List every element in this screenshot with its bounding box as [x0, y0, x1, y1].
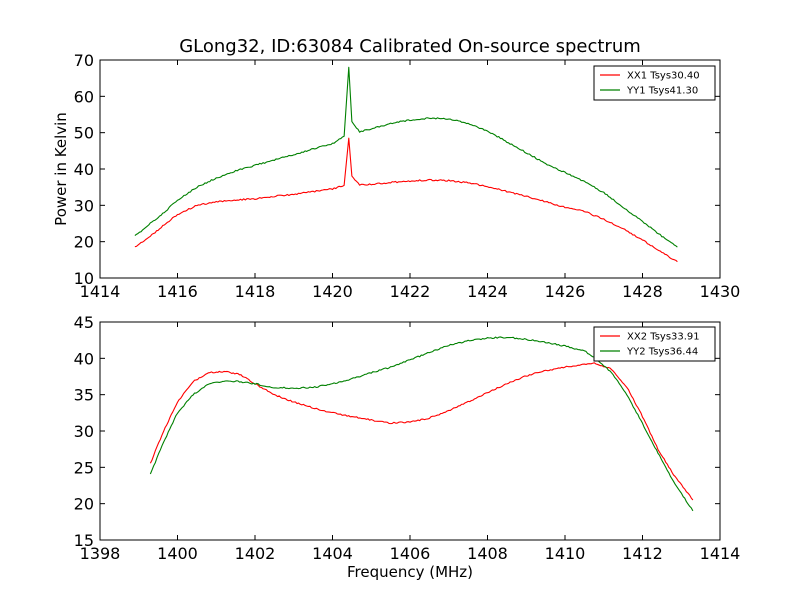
x-tick-label: 1428: [622, 282, 663, 301]
legend-entry-label: YY1 Tsys41.30: [626, 86, 698, 97]
legend-entry-label: XX2 Tsys33.91: [627, 332, 700, 343]
x-tick-label: 1400: [157, 544, 198, 563]
y-tick-label: 25: [74, 458, 94, 477]
x-tick-label: 1402: [235, 544, 276, 563]
x-tick-label: 1398: [80, 544, 121, 563]
x-tick-label: 1410: [545, 544, 586, 563]
x-tick-label: 1414: [700, 544, 741, 563]
chart-panel-2: 1398 1400 1402 1404 1406 1408 1410 1412 1414 15 20…: [74, 313, 741, 581]
figure-title: GLong32, ID:63084 Calibrated On-source s…: [179, 36, 641, 57]
legend: XX2 Tsys33.91 YY2 Tsys36.44: [593, 326, 716, 362]
y-tick-label: 30: [74, 422, 94, 441]
x-tick-label: 1414: [80, 282, 121, 301]
y-tick-label: 60: [74, 87, 94, 106]
y-tick-label: 50: [74, 124, 94, 143]
legend-box: [593, 326, 716, 362]
legend-box: [593, 65, 716, 101]
y-tick-label: 40: [74, 160, 94, 179]
y-tick-label: 30: [74, 196, 94, 215]
y-tick-label: 15: [74, 531, 94, 550]
y-axis-label: Power in Kelvin: [52, 112, 70, 226]
x-tick-label: 1426: [545, 282, 586, 301]
y-tick-label: 45: [74, 313, 94, 332]
y-tick-label: 10: [74, 269, 94, 288]
legend: XX1 Tsys30.40 YY1 Tsys41.30: [593, 65, 716, 101]
x-tick-label: 1404: [312, 544, 353, 563]
y-tick-label: 20: [74, 233, 94, 252]
x-tick-label: 1416: [157, 282, 198, 301]
y-tick-label: 35: [74, 386, 94, 405]
y-tick-label: 40: [74, 349, 94, 368]
x-tick-label: 1422: [390, 282, 431, 301]
y-tick-label: 70: [74, 51, 94, 70]
x-tick-label: 1412: [622, 544, 663, 563]
legend-entry-label: YY2 Tsys36.44: [626, 347, 698, 358]
series-line-1: [134, 137, 678, 263]
chart-panel-1: 1414 1416 1418 1420 1422 1424 1426 1428 1430 10 20…: [52, 51, 740, 301]
series-line-2: [149, 336, 694, 512]
x-tick-label: 1406: [390, 544, 431, 563]
series-line-2: [134, 66, 678, 248]
x-tick-label: 1408: [467, 544, 508, 563]
x-tick-label: 1418: [235, 282, 276, 301]
legend-entry-label: XX1 Tsys30.40: [627, 71, 700, 82]
y-tick-label: 20: [74, 495, 94, 514]
x-tick-label: 1424: [467, 282, 508, 301]
x-axis-label: Frequency (MHz): [347, 563, 473, 581]
x-tick-label: 1430: [700, 282, 741, 301]
x-tick-label: 1420: [312, 282, 353, 301]
